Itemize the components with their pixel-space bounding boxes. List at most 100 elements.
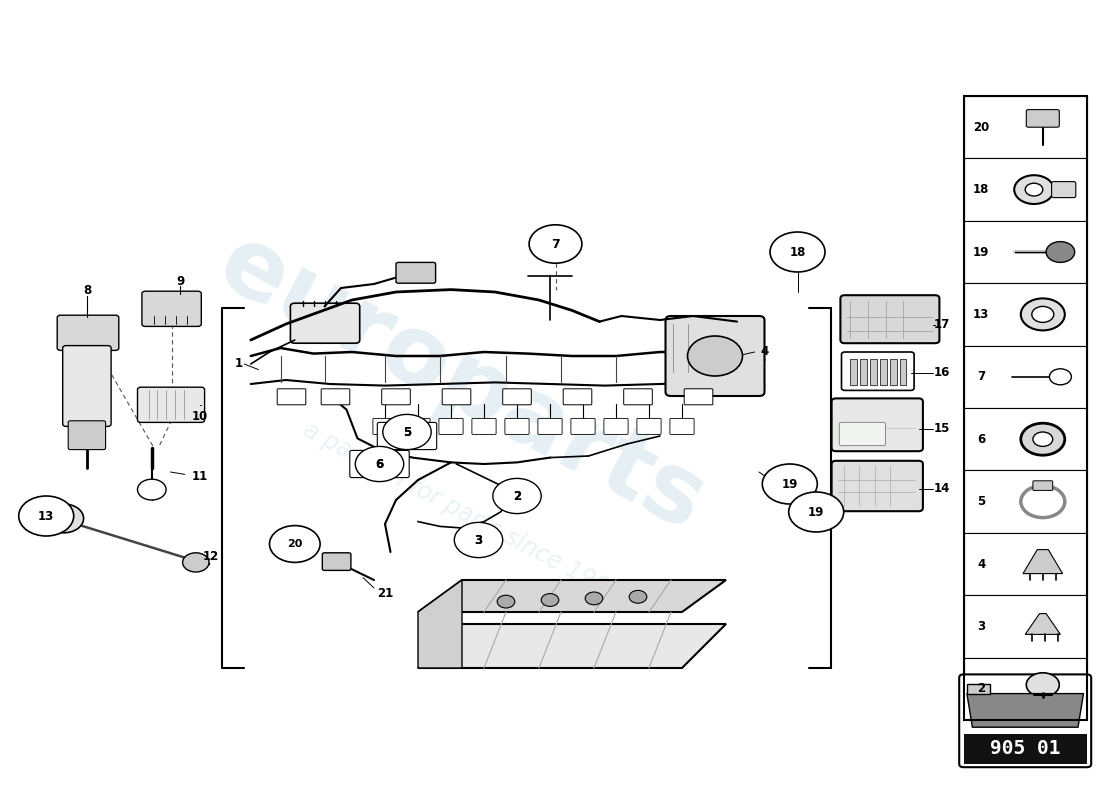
FancyBboxPatch shape bbox=[900, 359, 906, 385]
Text: europarts: europarts bbox=[204, 217, 720, 551]
Circle shape bbox=[270, 526, 320, 562]
FancyBboxPatch shape bbox=[396, 262, 436, 283]
FancyBboxPatch shape bbox=[373, 418, 397, 434]
Circle shape bbox=[1014, 175, 1054, 204]
FancyBboxPatch shape bbox=[322, 553, 351, 570]
Text: 7: 7 bbox=[551, 238, 560, 250]
Text: a passion for parts since 1985: a passion for parts since 1985 bbox=[299, 418, 625, 606]
FancyBboxPatch shape bbox=[138, 387, 205, 422]
Circle shape bbox=[19, 496, 74, 536]
Polygon shape bbox=[967, 694, 1084, 727]
FancyBboxPatch shape bbox=[624, 389, 652, 405]
Text: 3: 3 bbox=[474, 534, 483, 546]
FancyBboxPatch shape bbox=[442, 389, 471, 405]
Text: 4: 4 bbox=[977, 558, 986, 570]
Text: 3: 3 bbox=[474, 534, 483, 546]
Text: 21: 21 bbox=[377, 587, 393, 600]
Circle shape bbox=[183, 553, 209, 572]
Text: 6: 6 bbox=[375, 458, 384, 470]
FancyBboxPatch shape bbox=[439, 418, 463, 434]
Circle shape bbox=[493, 478, 541, 514]
Text: 1: 1 bbox=[234, 358, 243, 370]
Text: 2: 2 bbox=[977, 682, 986, 695]
Text: 7: 7 bbox=[977, 370, 986, 383]
FancyBboxPatch shape bbox=[842, 352, 914, 390]
FancyBboxPatch shape bbox=[563, 389, 592, 405]
FancyBboxPatch shape bbox=[142, 291, 201, 326]
Text: 10: 10 bbox=[192, 410, 208, 422]
Circle shape bbox=[497, 595, 515, 608]
FancyBboxPatch shape bbox=[604, 418, 628, 434]
Text: 9: 9 bbox=[176, 275, 185, 288]
FancyBboxPatch shape bbox=[684, 389, 713, 405]
Circle shape bbox=[1026, 673, 1059, 697]
Text: 13: 13 bbox=[974, 308, 989, 321]
FancyBboxPatch shape bbox=[839, 422, 886, 446]
Text: 18: 18 bbox=[790, 246, 805, 258]
FancyBboxPatch shape bbox=[964, 533, 1087, 595]
Text: 15: 15 bbox=[934, 422, 949, 434]
Text: 19: 19 bbox=[808, 506, 824, 518]
FancyBboxPatch shape bbox=[538, 418, 562, 434]
Text: 3: 3 bbox=[977, 620, 986, 633]
Circle shape bbox=[762, 464, 817, 504]
FancyBboxPatch shape bbox=[850, 359, 857, 385]
Circle shape bbox=[541, 594, 559, 606]
Circle shape bbox=[454, 522, 503, 558]
FancyBboxPatch shape bbox=[377, 422, 437, 450]
Circle shape bbox=[1021, 298, 1065, 330]
FancyBboxPatch shape bbox=[290, 303, 360, 343]
Text: 6: 6 bbox=[375, 458, 384, 470]
Text: 16: 16 bbox=[934, 366, 949, 378]
Circle shape bbox=[770, 232, 825, 272]
Polygon shape bbox=[1025, 614, 1060, 634]
FancyBboxPatch shape bbox=[964, 470, 1087, 533]
Circle shape bbox=[1021, 423, 1065, 455]
Polygon shape bbox=[418, 580, 726, 612]
Circle shape bbox=[529, 225, 582, 263]
Text: 6: 6 bbox=[977, 433, 986, 446]
FancyBboxPatch shape bbox=[964, 283, 1087, 346]
FancyBboxPatch shape bbox=[964, 158, 1087, 221]
Circle shape bbox=[1032, 306, 1054, 322]
FancyBboxPatch shape bbox=[964, 734, 1087, 764]
Text: 2: 2 bbox=[513, 490, 521, 502]
FancyBboxPatch shape bbox=[503, 389, 531, 405]
FancyBboxPatch shape bbox=[1026, 110, 1059, 127]
FancyBboxPatch shape bbox=[63, 346, 111, 426]
Text: 8: 8 bbox=[82, 284, 91, 297]
Text: 2: 2 bbox=[513, 490, 521, 502]
Text: 20: 20 bbox=[287, 539, 303, 549]
Text: 11: 11 bbox=[192, 470, 208, 482]
FancyBboxPatch shape bbox=[277, 389, 306, 405]
Text: 13: 13 bbox=[39, 510, 54, 522]
Polygon shape bbox=[967, 684, 990, 694]
Circle shape bbox=[138, 479, 166, 500]
Text: 4: 4 bbox=[760, 346, 769, 358]
FancyBboxPatch shape bbox=[1052, 182, 1076, 198]
Circle shape bbox=[1049, 369, 1071, 385]
Circle shape bbox=[688, 336, 742, 376]
Circle shape bbox=[44, 504, 84, 533]
Text: 905 01: 905 01 bbox=[990, 739, 1060, 758]
FancyBboxPatch shape bbox=[832, 398, 923, 451]
Polygon shape bbox=[418, 580, 462, 668]
Circle shape bbox=[585, 592, 603, 605]
Text: 5: 5 bbox=[403, 426, 411, 438]
FancyBboxPatch shape bbox=[964, 221, 1087, 283]
FancyBboxPatch shape bbox=[406, 418, 430, 434]
FancyBboxPatch shape bbox=[964, 595, 1087, 658]
Text: 17: 17 bbox=[934, 318, 949, 330]
Circle shape bbox=[1025, 183, 1043, 196]
Text: 12: 12 bbox=[204, 550, 219, 562]
Circle shape bbox=[1046, 242, 1075, 262]
FancyBboxPatch shape bbox=[472, 418, 496, 434]
Circle shape bbox=[629, 590, 647, 603]
FancyBboxPatch shape bbox=[666, 316, 764, 396]
FancyBboxPatch shape bbox=[382, 389, 410, 405]
FancyBboxPatch shape bbox=[670, 418, 694, 434]
FancyBboxPatch shape bbox=[959, 674, 1091, 767]
Circle shape bbox=[789, 492, 844, 532]
FancyBboxPatch shape bbox=[505, 418, 529, 434]
FancyBboxPatch shape bbox=[964, 658, 1087, 720]
